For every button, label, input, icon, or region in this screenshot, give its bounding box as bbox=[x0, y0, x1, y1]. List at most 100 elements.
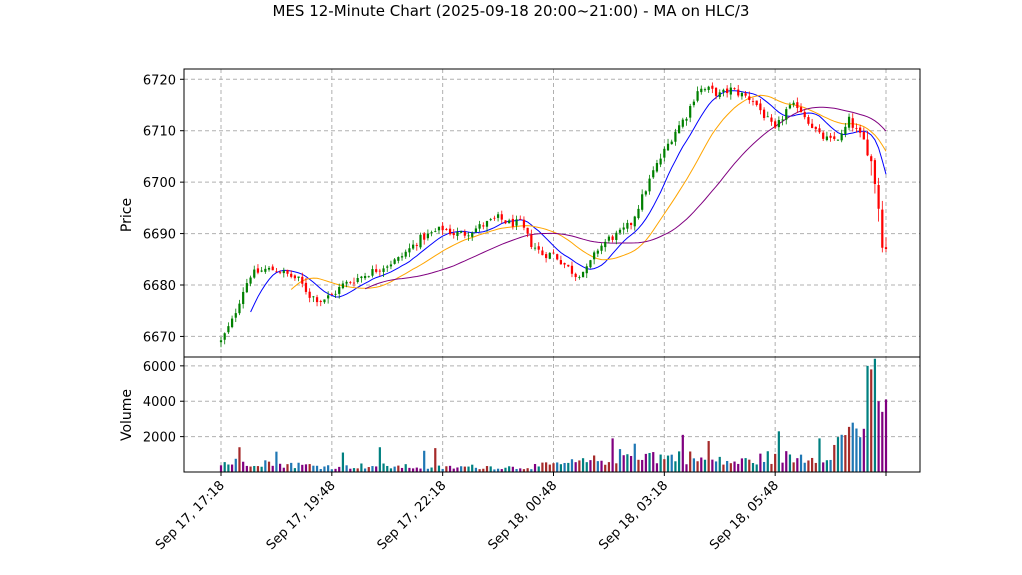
candle-body bbox=[304, 282, 308, 292]
volume-bar bbox=[589, 460, 592, 472]
volume-bar bbox=[327, 465, 330, 472]
volume-bar bbox=[570, 459, 574, 472]
volume-bar bbox=[423, 450, 426, 472]
candle-body bbox=[836, 139, 840, 141]
volume-bar bbox=[319, 468, 322, 472]
candle-body bbox=[397, 257, 400, 261]
candle-body bbox=[441, 225, 444, 231]
candle-body bbox=[338, 287, 341, 294]
volume-bar bbox=[692, 458, 695, 472]
volume-bar bbox=[844, 435, 847, 472]
volume-bar bbox=[670, 454, 673, 472]
price-y-axis: 6670 6680 6690 6700 6710 6720 bbox=[143, 73, 184, 345]
volume-bar bbox=[360, 463, 363, 472]
volume-bar bbox=[504, 467, 507, 472]
volume-bar bbox=[873, 358, 877, 472]
candle-body bbox=[670, 141, 673, 145]
candle-body bbox=[352, 282, 356, 284]
volume-bar bbox=[726, 461, 729, 472]
candle-body bbox=[382, 268, 385, 272]
candle-body bbox=[604, 241, 607, 248]
volume-bar bbox=[733, 461, 736, 472]
volume-bar bbox=[796, 458, 799, 472]
candle-body bbox=[408, 248, 411, 253]
candle-body bbox=[862, 131, 865, 140]
volume-bar bbox=[378, 447, 381, 472]
volume-bar bbox=[759, 453, 762, 472]
volume-bar bbox=[626, 454, 629, 472]
volume-bar bbox=[493, 469, 496, 472]
candle-body bbox=[737, 89, 740, 96]
volume-bar bbox=[822, 462, 825, 472]
volume-bar bbox=[434, 448, 437, 472]
volume-bar bbox=[367, 467, 370, 472]
candle-body bbox=[386, 266, 389, 268]
volume-bar bbox=[286, 464, 289, 472]
candle-body bbox=[264, 268, 267, 272]
volume-bar bbox=[829, 459, 832, 472]
x-tick-label: Sep 18, 00:48 bbox=[485, 478, 560, 553]
volume-bar bbox=[581, 458, 585, 472]
candle-body bbox=[589, 260, 592, 268]
volume-bar bbox=[500, 469, 503, 472]
volume-bar bbox=[537, 466, 540, 472]
volume-bar bbox=[230, 464, 234, 472]
candle-body bbox=[267, 267, 271, 270]
volume-bar bbox=[722, 464, 725, 472]
ma-line-medium bbox=[290, 94, 887, 290]
volume-bar bbox=[533, 463, 537, 472]
candle-body bbox=[349, 282, 352, 284]
volume-bar bbox=[308, 464, 311, 472]
volume-bar bbox=[744, 458, 747, 472]
candle-body bbox=[585, 266, 588, 274]
candle-body bbox=[689, 106, 692, 118]
candle-body bbox=[866, 139, 869, 156]
candle-body bbox=[622, 227, 625, 230]
volume-bar bbox=[707, 441, 710, 472]
candle-body bbox=[367, 276, 370, 278]
volume-bar bbox=[552, 463, 555, 472]
volume-bar bbox=[563, 462, 566, 472]
candle-body bbox=[811, 123, 814, 128]
volume-bar bbox=[785, 451, 788, 472]
volume-bar bbox=[452, 468, 455, 472]
volume-bar bbox=[666, 455, 670, 472]
candle-body bbox=[541, 250, 544, 256]
candle-body bbox=[290, 273, 293, 277]
candle-body bbox=[515, 219, 518, 226]
candle-body bbox=[371, 269, 374, 276]
candle-body bbox=[859, 127, 862, 133]
candle-body bbox=[463, 231, 466, 236]
candle-body bbox=[600, 245, 603, 251]
candle-body bbox=[803, 111, 806, 118]
volume-bar bbox=[751, 463, 755, 472]
ma-line-long bbox=[364, 106, 887, 290]
candle-body bbox=[740, 93, 744, 97]
candle-body bbox=[393, 259, 396, 264]
volume-bar bbox=[877, 401, 880, 472]
volume-bar bbox=[641, 459, 644, 472]
volume-bar bbox=[622, 455, 625, 472]
candle-body bbox=[774, 121, 777, 128]
volume-bar bbox=[530, 469, 533, 472]
candle-body bbox=[626, 222, 629, 229]
candle-body bbox=[884, 247, 888, 249]
volume-bar bbox=[297, 462, 300, 472]
candle-body bbox=[456, 231, 459, 236]
volume-bar bbox=[290, 462, 293, 472]
candle-body bbox=[485, 221, 489, 227]
volume-bar bbox=[711, 459, 714, 472]
volume-bar bbox=[515, 468, 518, 472]
candle-body bbox=[881, 209, 884, 248]
price-tick-label: 6700 bbox=[143, 176, 176, 191]
candle-body bbox=[275, 271, 278, 273]
candle-body bbox=[522, 219, 526, 228]
candle-body bbox=[230, 318, 234, 328]
volume-bar bbox=[678, 451, 681, 472]
volume-bar bbox=[729, 463, 732, 472]
candle-body bbox=[471, 232, 474, 237]
volume-bar bbox=[866, 365, 869, 472]
candle-body bbox=[319, 300, 322, 302]
volume-bar bbox=[412, 468, 415, 472]
candle-body bbox=[755, 100, 758, 106]
